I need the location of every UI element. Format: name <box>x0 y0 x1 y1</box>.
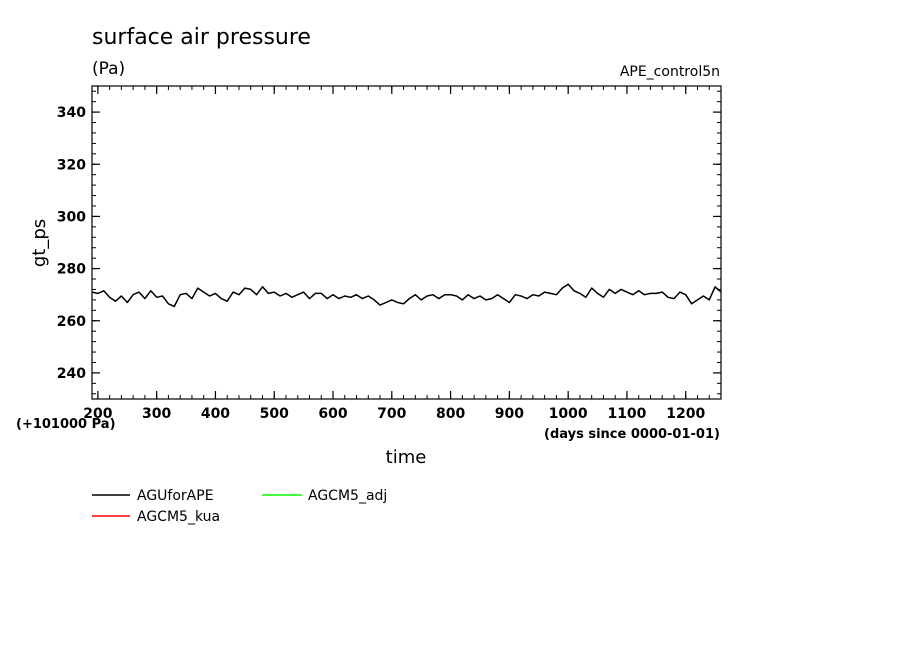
y-tick-label: 300 <box>57 209 86 225</box>
x-units-note: (days since 0000-01-01) <box>544 427 720 442</box>
legend-label: AGCM5_adj <box>308 488 387 504</box>
x-tick-label: 800 <box>436 406 465 422</box>
y-tick-label: 320 <box>57 157 86 173</box>
y-tick-label: 260 <box>57 314 86 330</box>
plot-frame <box>91 85 722 400</box>
y-offset-note: (+101000 Pa) <box>16 417 116 432</box>
series-line-AGUforAPE <box>91 283 722 308</box>
x-tick-label: 1000 <box>549 406 588 422</box>
x-tick-label: 700 <box>377 406 406 422</box>
x-tick-label: 600 <box>318 406 347 422</box>
chart-units: (Pa) <box>92 59 125 79</box>
x-tick-label: 900 <box>495 406 524 422</box>
x-tick-label: 1200 <box>666 406 705 422</box>
y-tick-label: 340 <box>57 105 86 121</box>
x-tick-label: 200 <box>83 406 112 422</box>
chart-title: surface air pressure <box>92 25 311 50</box>
x-tick-label: 500 <box>260 406 289 422</box>
legend-label: AGUforAPE <box>137 488 214 504</box>
y-tick-label: 240 <box>57 366 86 382</box>
x-tick-label: 1100 <box>607 406 646 422</box>
y-axis-label: gt_ps <box>29 219 50 267</box>
axis-ticks: 200 300 400 500 600 700 800 900 1000 1100 1200 240 2… <box>57 86 722 422</box>
x-tick-label: 300 <box>142 406 171 422</box>
experiment-label: APE_control5n <box>620 64 720 80</box>
legend-label: AGCM5_kua <box>137 509 220 525</box>
legend: AGUforAPE AGCM5_kua AGCM5_adj <box>92 488 387 525</box>
y-tick-label: 280 <box>57 262 86 278</box>
x-axis-label: time <box>386 447 427 468</box>
x-tick-label: 400 <box>201 406 230 422</box>
series-lines <box>91 283 722 308</box>
